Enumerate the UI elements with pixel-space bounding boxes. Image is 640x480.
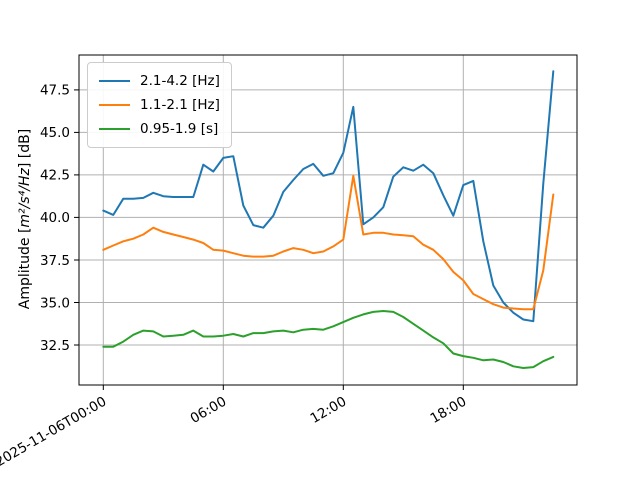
legend-item-band1: 2.1-4.2 [Hz] <box>99 69 220 93</box>
y-tick-label: 37.5 <box>40 253 70 269</box>
legend-item-band3: 0.95-1.9 [s] <box>99 117 220 141</box>
y-tick-label: 45.0 <box>40 125 70 141</box>
x-tick-label: 2025-11-06T00:00 <box>0 394 109 471</box>
series-line-0 <box>102 70 555 323</box>
series-line-1 <box>102 174 555 311</box>
y-tick-label: 40.0 <box>40 210 70 226</box>
y-tick-label: 42.5 <box>40 168 70 184</box>
legend: 2.1-4.2 [Hz] 1.1-2.1 [Hz] 0.95-1.9 [s] <box>87 62 232 148</box>
legend-line-swatch-blue <box>99 79 130 83</box>
legend-label: 2.1-4.2 [Hz] <box>140 73 220 89</box>
y-axis-label-suffix: ] [dB] <box>17 128 33 169</box>
legend-label: 1.1-2.1 [Hz] <box>140 97 220 113</box>
x-tick-label: 18:00 <box>428 394 470 427</box>
y-tick-label: 32.5 <box>40 338 70 354</box>
y-axis-label-prefix: Amplitude [ <box>17 227 33 310</box>
legend-label: 0.95-1.9 [s] <box>140 121 219 137</box>
x-tick-label: 06:00 <box>188 394 230 427</box>
legend-item-band2: 1.1-2.1 [Hz] <box>99 93 220 117</box>
legend-line-swatch-green <box>99 127 130 131</box>
y-tick-label: 35.0 <box>40 295 70 311</box>
y-axis-label: Amplitude [m²/s⁴/Hz] [dB] <box>17 89 33 349</box>
y-tick-label: 47.5 <box>40 83 70 99</box>
y-axis-label-units: m²/s⁴/Hz <box>17 168 33 228</box>
x-tick-label: 12:00 <box>308 394 350 427</box>
legend-line-swatch-orange <box>99 103 130 107</box>
series-line-2 <box>102 310 555 369</box>
axes-frame <box>78 54 578 386</box>
